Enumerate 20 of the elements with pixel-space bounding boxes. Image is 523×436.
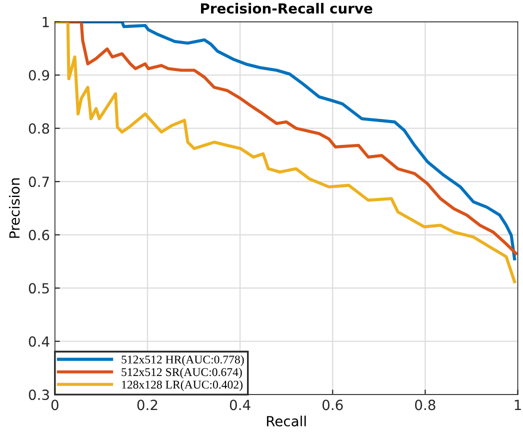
x-tick-label: 1 xyxy=(514,400,521,410)
x-axis-title: Recall xyxy=(266,416,306,426)
y-tick-label: 0.7 xyxy=(28,176,49,188)
legend-label: 512x512 SR(AUC:0.674) xyxy=(122,368,242,378)
legend-label: 512x512 HR(AUC:0.778) xyxy=(122,355,244,366)
y-tick-label: 0.4 xyxy=(28,336,50,347)
legend-label: 128x128 LR(AUC:0.402) xyxy=(122,380,242,392)
y-tick-label: 0.5 xyxy=(28,283,49,294)
chart-title: Precision-Recall curve xyxy=(201,2,372,14)
x-tick-label: 0.4 xyxy=(230,400,250,410)
x-tick-label: 0.6 xyxy=(322,400,343,410)
y-tick-label: 0.8 xyxy=(28,123,50,134)
y-tick-label: 0.9 xyxy=(28,70,50,81)
y-axis-title: Precision xyxy=(8,178,20,238)
y-tick-label: 0.6 xyxy=(28,230,50,240)
x-tick-label: 0.8 xyxy=(415,400,436,410)
x-tick-label: 0.2 xyxy=(137,400,158,410)
x-tick-label: 0 xyxy=(51,400,58,410)
y-tick-label: 0.3 xyxy=(28,390,49,400)
y-tick-label: 1 xyxy=(42,16,49,28)
